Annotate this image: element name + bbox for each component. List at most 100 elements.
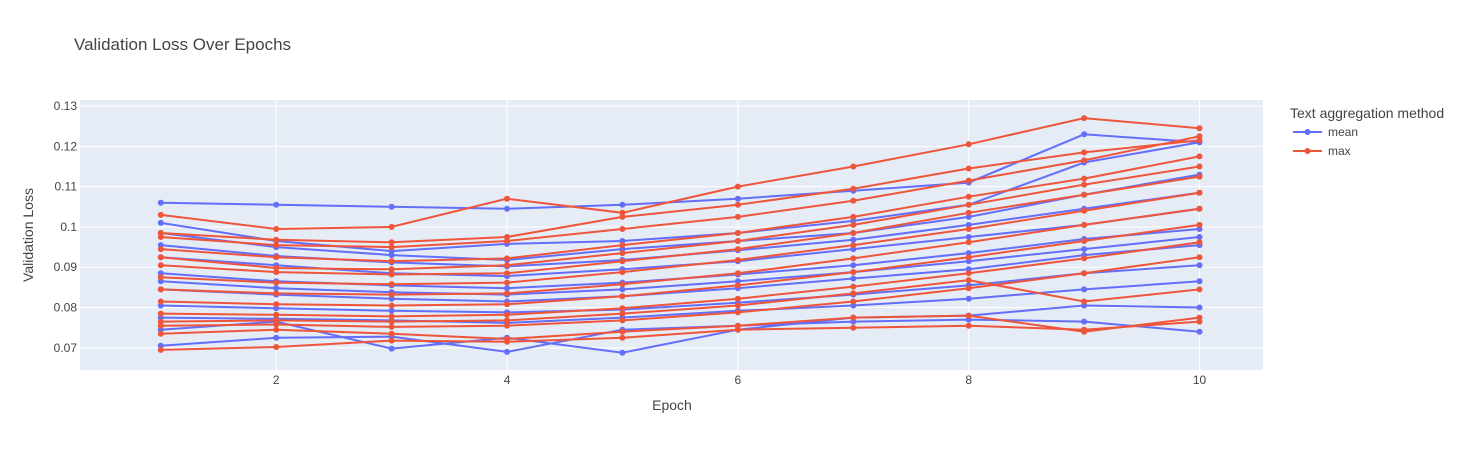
data-point: [504, 234, 510, 240]
data-point: [619, 201, 626, 208]
data-point: [734, 246, 741, 253]
data-point: [388, 223, 395, 230]
data-point: [619, 258, 626, 265]
data-point: [1081, 328, 1088, 335]
legend: Text aggregation method mean max: [1290, 105, 1444, 158]
data-point: [1196, 278, 1203, 285]
data-point: [388, 318, 395, 325]
series-line: [160, 133, 1200, 210]
x-tick-label: 4: [504, 373, 511, 387]
data-point: [850, 242, 857, 249]
series-max-22: [157, 254, 1203, 330]
data-point: [388, 345, 395, 352]
data-point: [965, 226, 972, 232]
data-point: [273, 311, 280, 318]
series-line: [160, 241, 1200, 318]
data-point: [734, 278, 741, 285]
data-point: [1196, 221, 1203, 228]
y-tick-label: 0.13: [54, 99, 78, 113]
data-point: [850, 185, 857, 192]
data-point: [619, 250, 626, 257]
data-point: [1081, 318, 1088, 325]
data-point: [965, 312, 972, 319]
legend-item-max[interactable]: max: [1293, 144, 1351, 158]
data-point: [1081, 246, 1088, 253]
series-line: [160, 279, 1200, 323]
data-point: [273, 254, 280, 261]
data-point: [619, 226, 626, 232]
data-point: [273, 242, 280, 249]
data-point: [273, 236, 280, 243]
data-point: [965, 254, 972, 261]
data-point: [157, 246, 164, 253]
data-point: [504, 205, 510, 212]
data-point: [157, 254, 164, 261]
data-point: [273, 290, 280, 297]
series-max-18: [157, 189, 1203, 288]
data-point: [1196, 254, 1203, 261]
y-tick-label: 0.1: [60, 220, 77, 234]
data-point: [1196, 304, 1203, 311]
data-point: [965, 141, 972, 148]
data-point: [850, 230, 857, 236]
data-point: [1081, 255, 1088, 262]
data-point: [388, 323, 395, 330]
x-tick-label: 2: [273, 373, 280, 387]
series-line: [160, 175, 1200, 276]
series-line: [160, 244, 1200, 303]
data-point: [157, 199, 164, 206]
data-point: [157, 346, 164, 353]
series-line: [160, 117, 1200, 231]
series-line: [160, 173, 1200, 262]
data-point: [850, 255, 857, 262]
data-point: [734, 309, 741, 316]
data-point: [157, 219, 164, 226]
legend-title: Text aggregation method: [1290, 105, 1444, 121]
series-max-20: [157, 221, 1203, 309]
data-point: [157, 318, 164, 325]
data-point: [619, 213, 626, 220]
data-point: [619, 242, 626, 249]
legend-label-mean: mean: [1328, 125, 1358, 139]
data-point: [1196, 205, 1203, 212]
data-point: [273, 285, 280, 292]
data-point: [1196, 314, 1203, 321]
data-point: [388, 281, 395, 288]
data-point: [965, 221, 972, 228]
data-point: [965, 209, 972, 216]
data-point: [504, 285, 510, 292]
data-point: [273, 201, 280, 208]
data-point: [965, 165, 972, 172]
x-tick-label: 6: [735, 373, 742, 387]
series-max-19: [157, 205, 1203, 298]
data-point: [850, 283, 857, 290]
data-point: [965, 285, 972, 292]
y-tick-label: 0.11: [55, 180, 78, 194]
y-axis-ticks: 0.07 0.08 0.09 0.1 0.11 0.12 0.13: [54, 99, 78, 355]
series-max-17: [157, 173, 1203, 278]
data-point: [388, 258, 395, 265]
data-point: [388, 337, 395, 344]
data-point: [850, 314, 857, 321]
legend-item-mean[interactable]: mean: [1293, 125, 1358, 139]
data-point: [157, 298, 164, 305]
series-max-24: [157, 137, 1203, 246]
data-point: [1081, 286, 1088, 293]
data-point: [965, 234, 972, 240]
data-point: [734, 238, 741, 244]
data-point: [1081, 157, 1088, 164]
data-point: [504, 311, 510, 318]
data-point: [157, 211, 164, 218]
data-point: [1196, 163, 1203, 170]
data-point: [619, 310, 626, 317]
data-point: [850, 262, 857, 269]
data-point: [157, 230, 164, 236]
data-point: [619, 238, 626, 244]
data-point: [157, 322, 164, 329]
data-point: [388, 271, 395, 278]
data-point: [504, 336, 510, 342]
data-point: [388, 330, 395, 337]
series-max-16: [157, 153, 1203, 265]
data-point: [504, 348, 510, 355]
data-point: [504, 301, 510, 308]
